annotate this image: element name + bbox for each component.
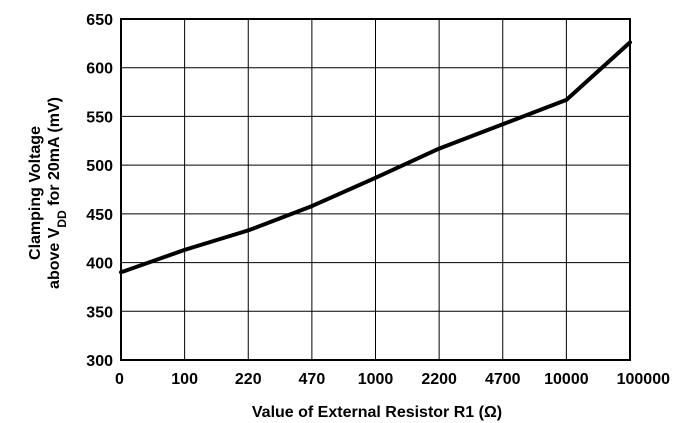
y-tick-label: 350 bbox=[86, 304, 113, 321]
plot-frame bbox=[120, 18, 631, 361]
y-tick-label: 450 bbox=[86, 207, 113, 224]
y-tick-label: 650 bbox=[86, 12, 113, 29]
y-tick-labels: 300 350 400 450 500 550 600 650 bbox=[86, 12, 113, 370]
x-tick-label: 220 bbox=[235, 371, 262, 388]
y-tick-label: 550 bbox=[86, 109, 113, 126]
x-tick-labels: 0 100 220 470 1000 2200 4700 10000 100000 bbox=[115, 371, 670, 388]
x-tick-label: 2200 bbox=[421, 371, 457, 388]
x-tick-label: 10000 bbox=[544, 371, 589, 388]
x-tick-label: 0 bbox=[115, 371, 124, 388]
x-tick-label: 100 bbox=[171, 371, 198, 388]
x-tick-label: 4700 bbox=[485, 371, 521, 388]
y-tick-label: 500 bbox=[86, 158, 113, 175]
x-tick-label: 1000 bbox=[358, 371, 394, 388]
x-tick-label: 100000 bbox=[617, 371, 670, 388]
y-axis-title-line1: Clamping Voltage bbox=[27, 126, 44, 260]
y-tick-label: 400 bbox=[86, 256, 113, 273]
y-tick-label: 300 bbox=[86, 353, 113, 370]
y-axis-title-line2: above VDD for 20mA (mV) bbox=[46, 97, 69, 289]
y-axis-title-prefix: above V bbox=[46, 227, 63, 289]
y-axis-title-subscript: DD bbox=[55, 210, 69, 228]
y-axis-title-suffix: for 20mA (mV) bbox=[46, 97, 63, 210]
grid bbox=[121, 19, 630, 360]
x-tick-label: 470 bbox=[299, 371, 326, 388]
x-axis-title: Value of External Resistor R1 (Ω) bbox=[252, 404, 502, 421]
series-line bbox=[119, 40, 632, 275]
y-tick-label: 600 bbox=[86, 61, 113, 78]
